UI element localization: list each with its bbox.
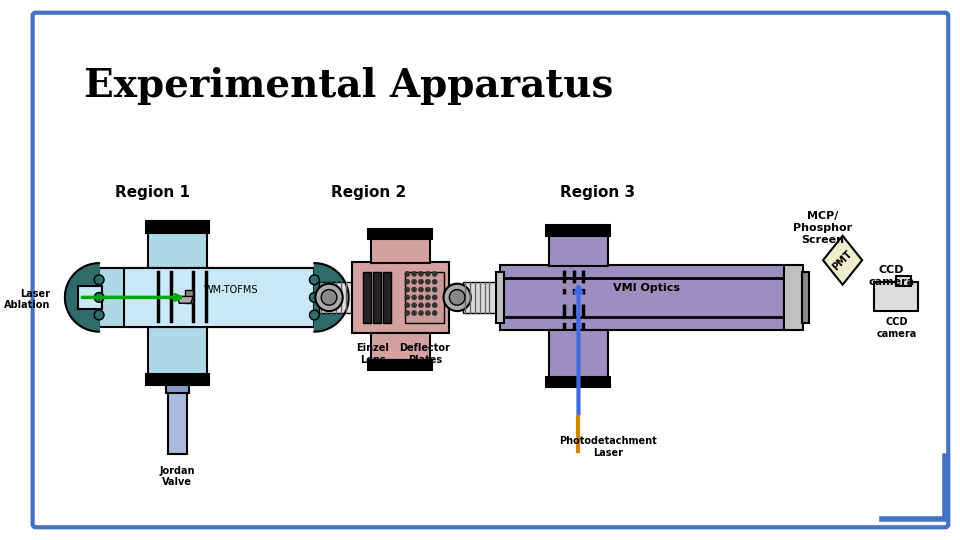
Text: Einzel
Lens: Einzel Lens bbox=[356, 343, 390, 365]
Bar bbox=[78, 286, 102, 309]
Circle shape bbox=[425, 295, 430, 300]
Circle shape bbox=[412, 303, 417, 308]
Text: Laser
Ablation: Laser Ablation bbox=[4, 288, 50, 310]
Circle shape bbox=[405, 295, 410, 300]
Polygon shape bbox=[178, 296, 193, 303]
Polygon shape bbox=[65, 263, 99, 332]
Circle shape bbox=[309, 293, 320, 302]
Circle shape bbox=[419, 310, 423, 315]
Bar bbox=[546, 225, 610, 236]
Circle shape bbox=[405, 303, 410, 308]
Text: CCD
camera: CCD camera bbox=[876, 317, 917, 339]
Circle shape bbox=[425, 310, 430, 315]
Circle shape bbox=[425, 287, 430, 292]
Bar bbox=[148, 327, 206, 376]
Text: Deflector
Plates: Deflector Plates bbox=[399, 343, 450, 365]
Circle shape bbox=[94, 275, 104, 285]
Circle shape bbox=[419, 295, 423, 300]
Bar bbox=[549, 233, 608, 266]
Bar bbox=[549, 330, 608, 379]
Circle shape bbox=[322, 289, 337, 305]
Bar bbox=[146, 221, 208, 233]
Text: CCD
camera: CCD camera bbox=[869, 265, 915, 287]
Circle shape bbox=[432, 303, 437, 308]
Bar bbox=[897, 276, 911, 286]
Text: PMT: PMT bbox=[830, 248, 854, 272]
Bar bbox=[874, 282, 918, 311]
Circle shape bbox=[412, 279, 417, 284]
Bar bbox=[802, 272, 809, 323]
Bar bbox=[463, 282, 497, 313]
Text: WM-TOFMS: WM-TOFMS bbox=[204, 285, 258, 294]
Circle shape bbox=[412, 287, 417, 292]
Circle shape bbox=[432, 295, 437, 300]
Bar bbox=[373, 272, 381, 323]
Bar bbox=[166, 386, 189, 393]
Circle shape bbox=[309, 310, 320, 320]
Circle shape bbox=[94, 293, 104, 302]
Bar bbox=[351, 262, 449, 333]
Bar bbox=[185, 289, 193, 303]
Text: VMI Optics: VMI Optics bbox=[613, 282, 681, 293]
Circle shape bbox=[444, 284, 470, 311]
Circle shape bbox=[419, 287, 423, 292]
Polygon shape bbox=[314, 263, 348, 332]
Bar bbox=[146, 374, 208, 386]
Bar bbox=[168, 386, 187, 454]
Circle shape bbox=[419, 279, 423, 284]
Circle shape bbox=[432, 287, 437, 292]
Bar bbox=[148, 229, 206, 268]
Circle shape bbox=[419, 303, 423, 308]
Text: Photodetachment
Laser: Photodetachment Laser bbox=[559, 436, 657, 458]
Polygon shape bbox=[823, 236, 862, 285]
Bar bbox=[784, 265, 804, 330]
Bar bbox=[500, 275, 784, 320]
Circle shape bbox=[425, 272, 430, 276]
Circle shape bbox=[315, 284, 343, 311]
Circle shape bbox=[405, 279, 410, 284]
Bar bbox=[363, 272, 372, 323]
Bar bbox=[372, 236, 430, 263]
Text: Region 2: Region 2 bbox=[330, 185, 406, 200]
Bar bbox=[372, 333, 430, 360]
Bar bbox=[368, 229, 432, 239]
Circle shape bbox=[449, 289, 465, 305]
Circle shape bbox=[405, 287, 410, 292]
Bar bbox=[368, 360, 432, 370]
Text: Experimental Apparatus: Experimental Apparatus bbox=[84, 66, 613, 105]
Text: MCP/
Phosphor
Screen: MCP/ Phosphor Screen bbox=[794, 211, 852, 245]
Circle shape bbox=[405, 310, 410, 315]
FancyBboxPatch shape bbox=[33, 13, 948, 527]
Bar bbox=[496, 272, 504, 323]
Circle shape bbox=[419, 272, 423, 276]
Circle shape bbox=[412, 272, 417, 276]
Bar bbox=[500, 265, 784, 330]
Text: Jordan
Valve: Jordan Valve bbox=[159, 465, 195, 487]
Circle shape bbox=[432, 310, 437, 315]
Circle shape bbox=[412, 295, 417, 300]
Circle shape bbox=[425, 279, 430, 284]
Bar bbox=[124, 268, 314, 327]
Circle shape bbox=[412, 310, 417, 315]
Bar bbox=[320, 282, 353, 313]
Circle shape bbox=[405, 272, 410, 276]
Circle shape bbox=[425, 303, 430, 308]
Bar bbox=[405, 272, 444, 323]
Bar bbox=[99, 268, 314, 327]
Text: Region 1: Region 1 bbox=[115, 185, 190, 200]
Bar bbox=[546, 376, 610, 387]
Circle shape bbox=[309, 275, 320, 285]
Circle shape bbox=[432, 279, 437, 284]
Circle shape bbox=[94, 310, 104, 320]
Circle shape bbox=[432, 272, 437, 276]
Bar bbox=[383, 272, 391, 323]
Text: Region 3: Region 3 bbox=[561, 185, 636, 200]
